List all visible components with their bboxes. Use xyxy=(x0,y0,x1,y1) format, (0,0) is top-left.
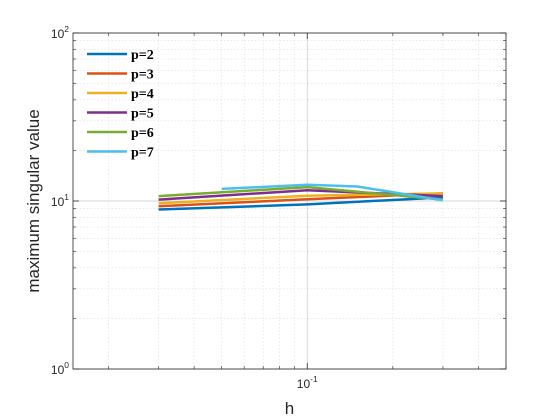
series-line-p=2 xyxy=(158,196,443,211)
legend-label: p=3 xyxy=(131,68,154,83)
legend-label: p=5 xyxy=(131,107,154,122)
series-line-p=6 xyxy=(158,185,444,201)
legend-label: p=2 xyxy=(131,48,154,63)
legend-label: p=4 xyxy=(131,87,154,102)
y-tick-labels: 100 101 102 xyxy=(51,24,69,377)
tick-marks xyxy=(73,32,507,370)
y-axis-label: maximum singular value xyxy=(24,109,43,292)
y-tick-label: 101 xyxy=(51,192,69,209)
x-tick-label: 10-1 xyxy=(297,374,318,391)
x-axis-label: h xyxy=(285,399,294,418)
legend-label: p=7 xyxy=(131,146,154,161)
y-tick-label: 102 xyxy=(51,24,69,41)
legend: p=2 p=3 p=4 p=5 p=6 p=7 xyxy=(87,48,154,161)
series-line-p=7 xyxy=(221,183,444,202)
x-tick-labels: 10-1 xyxy=(297,374,318,391)
legend-label: p=6 xyxy=(131,126,154,141)
y-tick-label: 100 xyxy=(51,360,69,377)
series-layer xyxy=(158,183,444,211)
